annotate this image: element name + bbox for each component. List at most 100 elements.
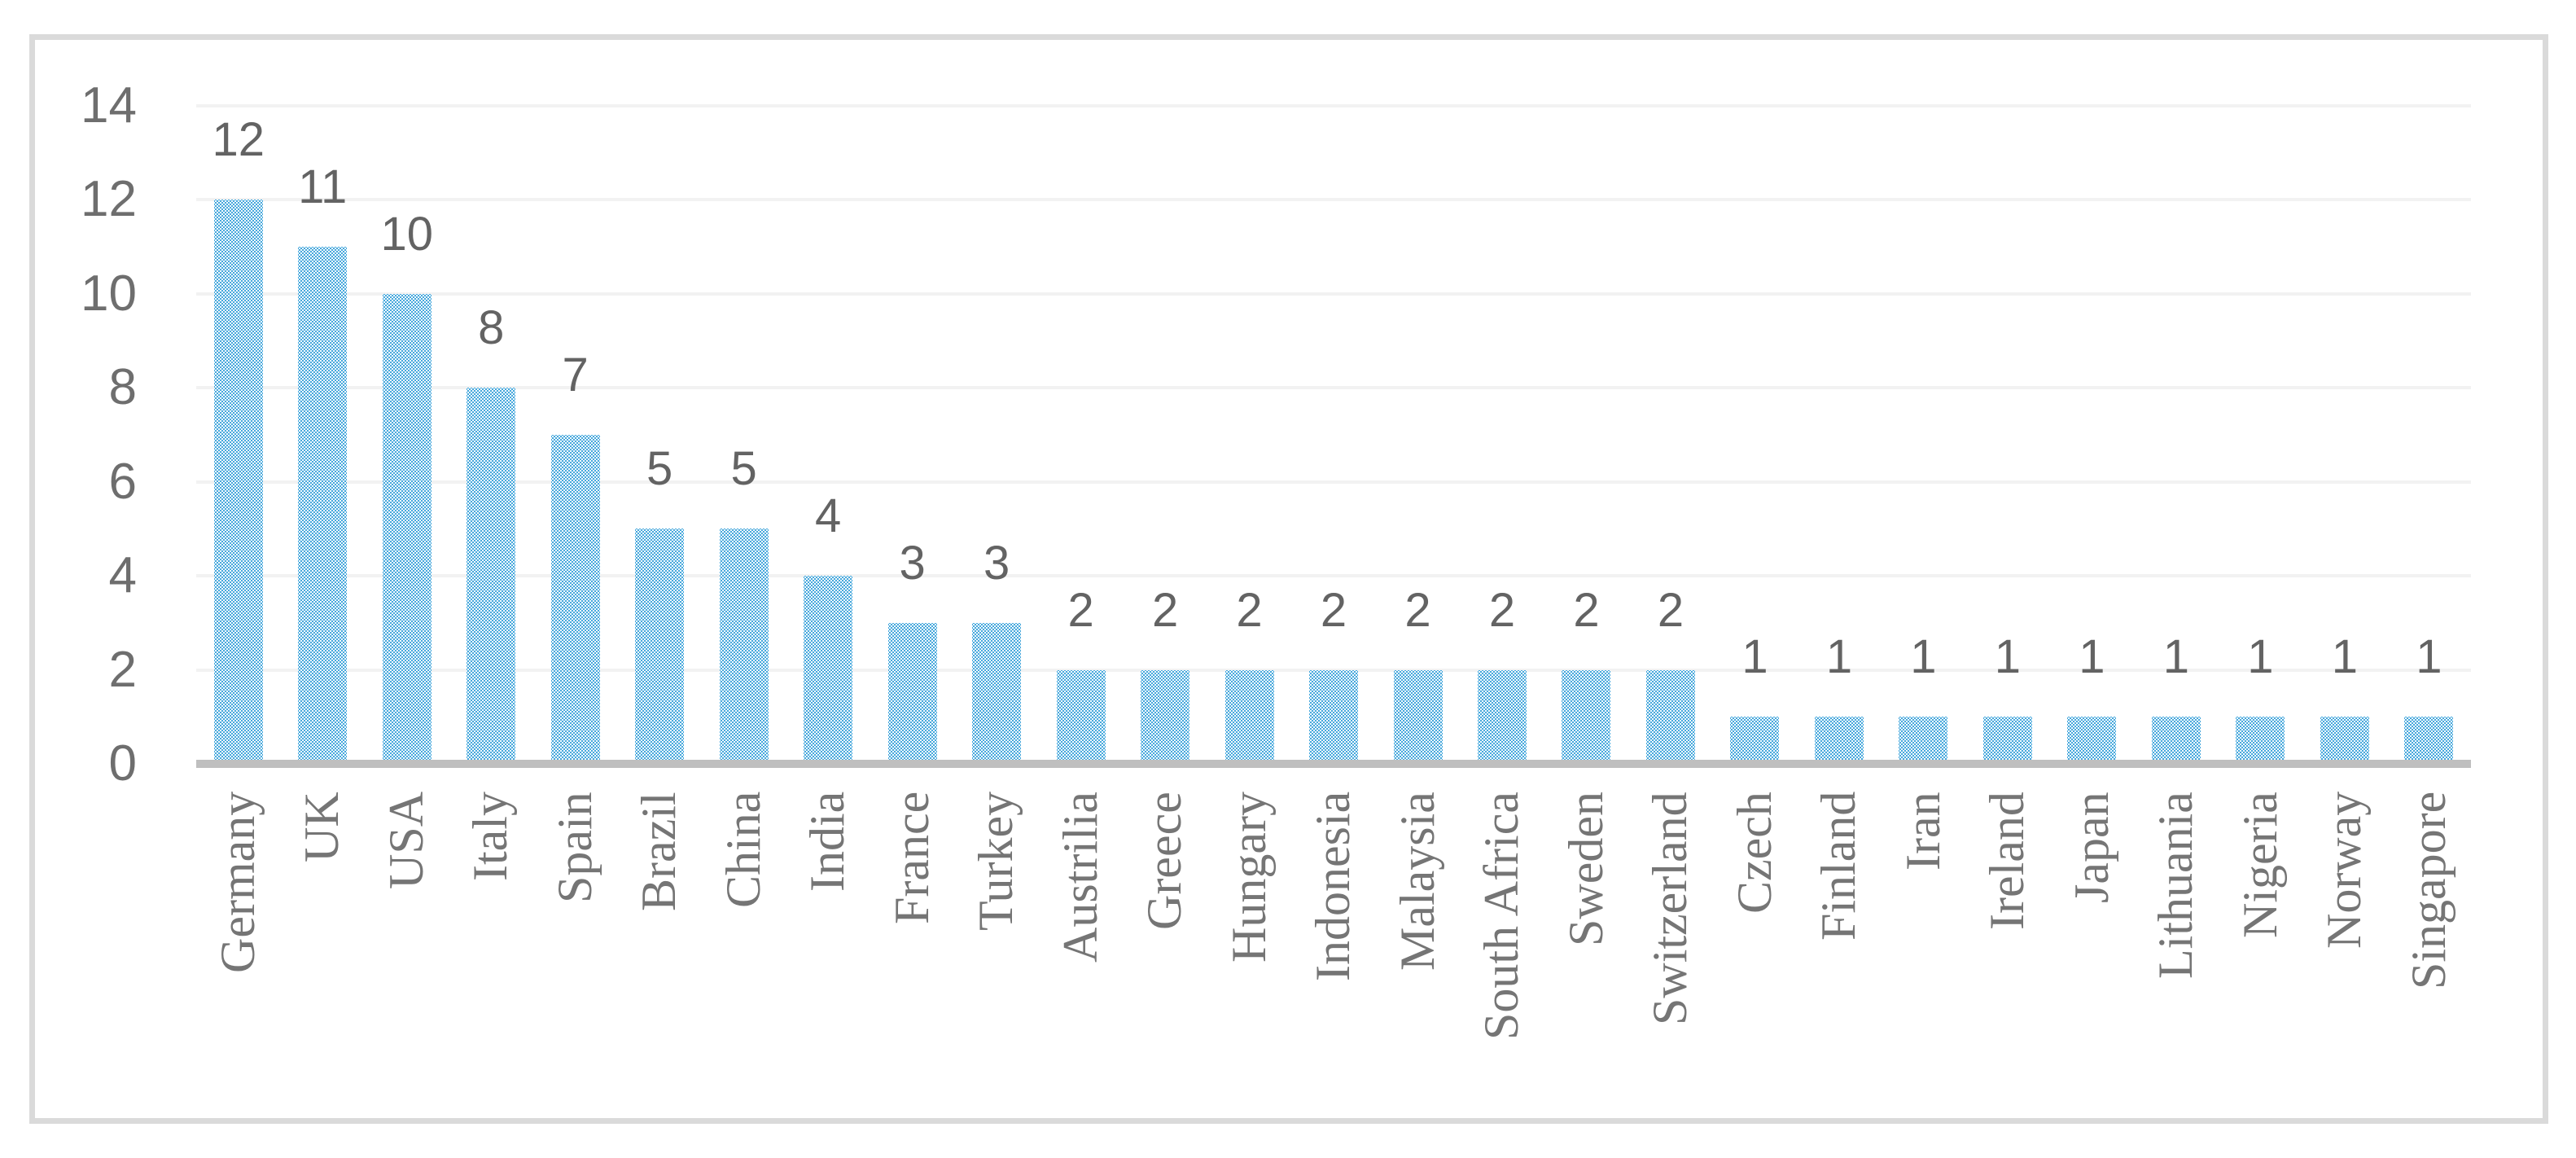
- category-label: South Africa: [1474, 792, 1529, 1040]
- bar-value-label: 2: [1320, 583, 1347, 637]
- category-label: Spain: [547, 792, 602, 903]
- gridline: [196, 104, 2471, 107]
- category-label: Austrilia: [1053, 792, 1107, 963]
- category-label: Ireland: [1980, 792, 2035, 930]
- bar-slot: 7: [533, 106, 617, 764]
- category-label: Greece: [1137, 792, 1192, 930]
- bar-value-label: 2: [1067, 583, 1094, 637]
- bar-slot: 2: [1544, 106, 1628, 764]
- bar-slot: 1: [1882, 106, 1965, 764]
- bar-slot: 3: [870, 106, 954, 764]
- bar-slot: 1: [2219, 106, 2302, 764]
- y-tick-label: 4: [108, 547, 137, 604]
- category-label: Japan: [2064, 792, 2118, 903]
- bar: [550, 435, 600, 764]
- y-tick-label: 6: [108, 453, 137, 510]
- gridline: [196, 198, 2471, 202]
- category-label: Sweden: [1558, 792, 1613, 946]
- bar-value-label: 11: [298, 160, 348, 214]
- chart-frame: [29, 34, 2548, 1124]
- bar-value-label: 1: [2416, 630, 2442, 684]
- bar-value-label: 1: [2162, 630, 2190, 684]
- bar: [2320, 717, 2369, 764]
- bar: [382, 293, 432, 764]
- bar-slot: 2: [1207, 106, 1291, 764]
- bar: [1309, 669, 1359, 764]
- bar-value-label: 2: [1404, 583, 1431, 637]
- category-label: Malaysia: [1390, 792, 1444, 971]
- bar-slot: 3: [954, 106, 1038, 764]
- plot-area: 12 11 10 8 7 5 5 4 3 3 2 2 2 2 2 2 2 2 1 1 1 1 1 1 1 1 1: [196, 106, 2471, 764]
- bar: [1562, 669, 1611, 764]
- bar-slot: 2: [1628, 106, 1712, 764]
- bar-slot: 8: [449, 106, 532, 764]
- bar-value-label: 2: [1151, 583, 1179, 637]
- category-label: Singapore: [2401, 792, 2456, 990]
- category-label: Norway: [2317, 792, 2372, 950]
- category-label: Nigeria: [2232, 792, 2287, 938]
- bar-slot: 11: [280, 106, 364, 764]
- x-axis-category-labels: Germany UK USA Italy Spain Brazil China India Fr…: [196, 792, 2471, 1065]
- category-label: UK: [295, 792, 349, 862]
- bar-slot: 2: [1039, 106, 1123, 764]
- bar-value-label: 1: [2331, 630, 2358, 684]
- bar-value-label: 5: [646, 442, 673, 496]
- bar: [2151, 717, 2201, 764]
- bar-slot: 1: [1965, 106, 2049, 764]
- bar-value-label: 1: [1741, 630, 1768, 684]
- gridline: [196, 386, 2471, 390]
- bar-slot: 5: [617, 106, 701, 764]
- bar-slot: 1: [1713, 106, 1797, 764]
- bar: [1393, 669, 1443, 764]
- category-label: India: [800, 792, 855, 893]
- bar-slot: 4: [786, 106, 870, 764]
- category-label: Czech: [1727, 792, 1781, 914]
- y-tick-label: 12: [81, 171, 137, 228]
- bar-value-label: 5: [730, 442, 757, 496]
- bar-slot: 1: [2387, 106, 2471, 764]
- bar-slot: 5: [702, 106, 786, 764]
- category-label: Indonesia: [1306, 792, 1360, 982]
- bar-value-label: 1: [2247, 630, 2274, 684]
- bar-slot: 12: [196, 106, 280, 764]
- category-label: France: [884, 792, 939, 925]
- bar-value-label: 7: [562, 349, 589, 401]
- category-label: Switzerland: [1643, 792, 1698, 1025]
- category-label: China: [716, 792, 770, 909]
- bar: [298, 247, 348, 764]
- category-label: Iran: [1895, 792, 1950, 871]
- bar-value-label: 2: [1657, 583, 1684, 637]
- bar-slot: 10: [365, 106, 449, 764]
- category-label: Lithuania: [2149, 792, 2203, 979]
- y-tick-label: 10: [81, 265, 137, 322]
- bar-value-label: 3: [983, 536, 1010, 590]
- bar: [2236, 717, 2285, 764]
- bar-slot: 1: [1797, 106, 1881, 764]
- bar: [2067, 717, 2117, 764]
- bar-slot: 1: [2134, 106, 2218, 764]
- bar-slot: 2: [1123, 106, 1207, 764]
- bar: [1478, 669, 1527, 764]
- bar-value-label: 12: [212, 113, 265, 167]
- bar-value-label: 2: [1236, 583, 1263, 637]
- bar-slot: 1: [2050, 106, 2134, 764]
- bar-value-label: 8: [478, 301, 505, 355]
- y-tick-label: 14: [81, 77, 137, 134]
- bar: [1982, 717, 2032, 764]
- bar: [1645, 669, 1695, 764]
- bar-value-label: 1: [1910, 630, 1937, 684]
- bar: [719, 529, 769, 764]
- bar-value-label: 10: [380, 207, 433, 261]
- bar-value-label: 3: [899, 536, 926, 590]
- bar-slot: 2: [1460, 106, 1544, 764]
- category-label: Italy: [463, 792, 518, 881]
- y-tick-label: 2: [108, 641, 137, 698]
- bar: [635, 529, 685, 764]
- bar: [804, 576, 853, 764]
- bar-value-label: 1: [1994, 630, 2022, 684]
- bar: [972, 622, 1022, 764]
- bar: [1224, 669, 1274, 764]
- category-label: Germany: [211, 792, 265, 974]
- bar-slot: 2: [1291, 106, 1375, 764]
